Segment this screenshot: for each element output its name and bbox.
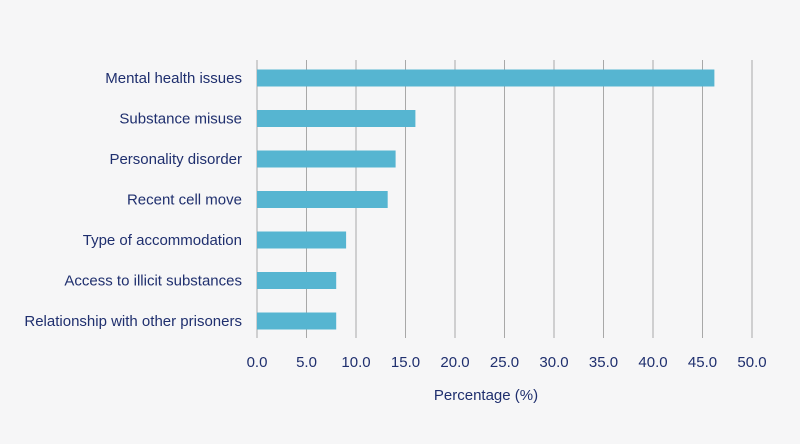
bars bbox=[257, 69, 715, 330]
x-tick-label: 30.0 bbox=[539, 354, 568, 371]
category-label: Substance misuse bbox=[119, 111, 242, 128]
category-label: Mental health issues bbox=[105, 70, 242, 87]
x-tick-label: 15.0 bbox=[391, 354, 420, 371]
x-tick-label: 20.0 bbox=[440, 354, 469, 371]
bar bbox=[257, 110, 416, 127]
grid-lines bbox=[256, 60, 753, 338]
x-axis-label: Percentage (%) bbox=[434, 387, 538, 404]
category-labels: Mental health issues Substance misuse Pers… bbox=[24, 70, 242, 330]
x-tick-labels: 0.0 5.0 10.0 15.0 20.0 25.0 30.0 35.0 40.0 45.0 50… bbox=[247, 354, 767, 371]
category-label: Recent cell move bbox=[127, 192, 242, 209]
x-tick-label: 45.0 bbox=[688, 354, 717, 371]
x-tick-label: 5.0 bbox=[296, 354, 317, 371]
bar bbox=[257, 231, 347, 249]
category-label: Personality disorder bbox=[109, 151, 242, 168]
x-tick-label: 25.0 bbox=[490, 354, 519, 371]
bar bbox=[257, 150, 396, 168]
bar bbox=[257, 272, 337, 289]
category-label: Relationship with other prisoners bbox=[24, 313, 242, 330]
category-label: Type of accommodation bbox=[83, 232, 242, 249]
bar bbox=[257, 69, 715, 87]
x-tick-label: 40.0 bbox=[638, 354, 667, 371]
bar bbox=[257, 312, 337, 330]
category-label: Access to illicit substances bbox=[64, 273, 242, 290]
bar bbox=[257, 191, 388, 208]
x-tick-label: 35.0 bbox=[589, 354, 618, 371]
x-tick-label: 10.0 bbox=[341, 354, 370, 371]
x-tick-label: 0.0 bbox=[247, 354, 268, 371]
x-tick-label: 50.0 bbox=[737, 354, 766, 371]
